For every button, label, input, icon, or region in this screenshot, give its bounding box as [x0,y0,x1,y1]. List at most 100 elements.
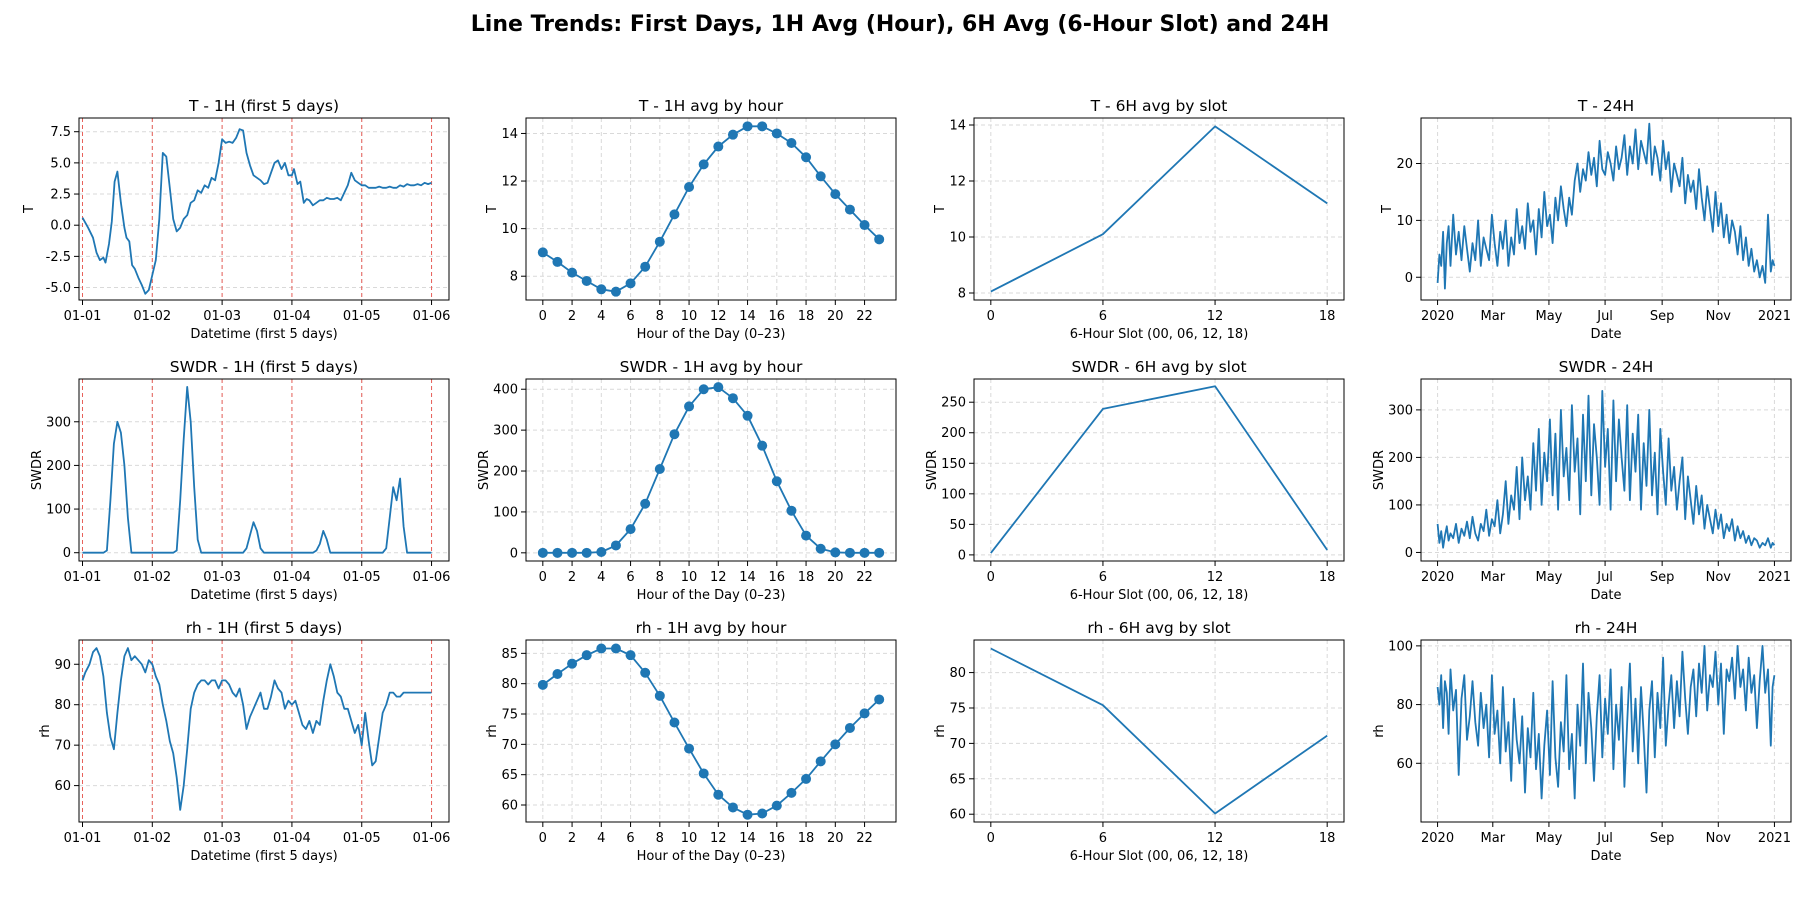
subplot-title: rh - 1H (first 5 days) [186,619,343,637]
axes-frame [1420,639,1792,823]
x-axis-label: Datetime (first 5 days) [190,327,337,342]
data-point [698,159,709,170]
data-point [713,382,724,393]
data-point [786,787,797,798]
subplot: 0 6 12 18 8 10 12 14 T - 6H avg by slot 6-Hour Sl… [933,97,1345,342]
subplot: 01-01 01-02 01-03 01-04 01-05 01-06 60 70 80 90 rh… [38,619,450,864]
data-point [757,440,768,451]
y-tick-label: 12 [501,175,518,190]
x-tick-label: 10 [681,570,698,585]
data-point [771,800,782,811]
y-tick-label: 5.0 [50,156,71,171]
data-point [552,256,563,267]
x-tick-label: 12 [1207,831,1224,846]
subplot: 01-01 01-02 01-03 01-04 01-05 01-06 0 100 200 300… [30,358,450,603]
subplot-title: T - 6H avg by slot [1090,97,1228,115]
y-tick-label: 10 [1396,214,1413,229]
data-point [669,717,680,728]
axes-frame [973,378,1345,562]
subplot-title: T - 1H avg by hour [638,97,784,115]
x-tick-label: 01-06 [413,570,451,585]
x-tick-label: 2 [568,309,576,324]
x-tick-label: 20 [827,570,844,585]
data-point [552,547,563,558]
y-tick-label: 80 [54,698,71,713]
subplot: 2020 Mar May Jul Sep Nov 2021 0 10 20 T - 24H Date T [1380,97,1792,342]
x-tick-label: 6 [626,831,634,846]
x-tick-label: 12 [1207,309,1224,324]
y-tick-label: 100 [941,487,966,502]
y-tick-label: 8 [958,287,966,302]
subplot: 0 6 12 18 60 65 70 75 80 rh - 6H avg by slot 6-Hou… [933,619,1345,864]
subplot: 0 2 4 6 8 10 12 14 16 18 20 22 60 65 70 75 80 85 rh - 1H a… [485,619,897,864]
series-line [82,385,432,554]
axes-frame [973,117,1345,301]
x-tick-label: 01-06 [413,831,451,846]
x-tick-label: 4 [597,309,605,324]
x-tick-label: Mar [1481,831,1506,846]
y-axis-label: rh [38,724,53,737]
x-tick-label: May [1535,309,1562,324]
y-tick-label: 200 [46,459,71,474]
y-tick-label: 65 [501,768,518,783]
data-point [567,267,578,278]
data-point [567,547,578,558]
x-tick-label: 14 [739,570,756,585]
subplot-title: T - 1H (first 5 days) [188,97,339,115]
subplot-title: SWDR - 1H (first 5 days) [170,358,358,376]
x-tick-label: 8 [656,309,664,324]
data-point [815,171,826,182]
axes-frame [78,378,450,562]
data-point [801,530,812,541]
x-tick-label: 01-03 [203,570,241,585]
y-tick-label: 300 [493,424,518,439]
series-line [990,385,1328,554]
y-tick-label: 0 [958,548,966,563]
y-tick-label: -5.0 [46,281,71,296]
y-tick-label: 80 [949,666,966,681]
x-tick-label: 01-05 [343,831,381,846]
x-axis-label: 6-Hour Slot (00, 06, 12, 18) [1070,327,1249,342]
y-tick-label: 20 [1396,157,1413,172]
y-tick-label: 0 [1405,271,1413,286]
y-axis-label: rh [485,724,500,737]
x-tick-label: 2 [568,831,576,846]
axes-frame [973,639,1345,823]
y-tick-label: 200 [493,465,518,480]
data-point [713,141,724,152]
data-point [844,547,855,558]
x-tick-label: 01-06 [413,309,451,324]
data-point [640,498,651,509]
x-tick-label: 18 [1319,309,1336,324]
y-tick-label: 65 [949,772,966,787]
x-tick-label: 2020 [1421,570,1454,585]
data-point [830,547,841,558]
data-point [874,547,885,558]
x-axis-label: Datetime (first 5 days) [190,588,337,603]
axes-frame [1420,378,1792,562]
x-tick-label: 01-05 [343,309,381,324]
x-tick-label: 22 [856,309,873,324]
data-point [727,393,738,404]
subplot-title: rh - 1H avg by hour [636,619,787,637]
x-tick-label: 16 [769,309,786,324]
axes-frame [78,117,450,301]
y-tick-label: 7.5 [50,125,71,140]
x-tick-label: 12 [710,831,727,846]
y-axis-label: SWDR [925,450,940,490]
series-line [990,125,1328,293]
data-point [844,722,855,733]
data-point [713,789,724,800]
data-point [654,236,665,247]
data-point [874,694,885,705]
x-tick-label: 12 [1207,570,1224,585]
x-tick-label: 0 [987,831,995,846]
x-tick-label: 8 [656,570,664,585]
y-tick-label: 0 [510,546,518,561]
y-tick-label: 14 [949,119,966,134]
x-tick-label: May [1535,831,1562,846]
x-tick-label: 22 [856,831,873,846]
data-point [859,220,870,231]
x-tick-label: 2021 [1758,570,1791,585]
subplot-title: rh - 24H [1575,619,1638,637]
